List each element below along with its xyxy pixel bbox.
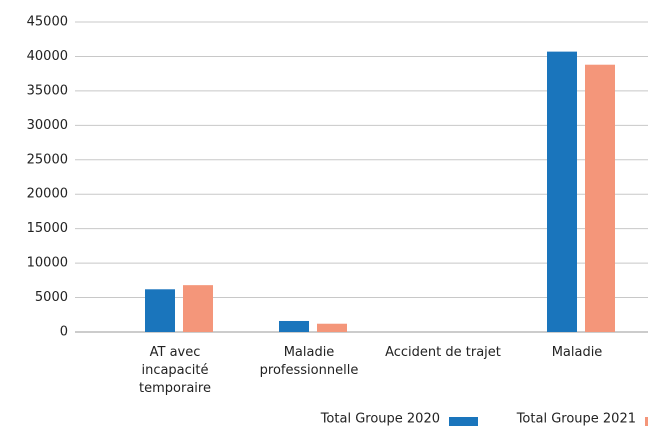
y-tick-label: 10000 bbox=[27, 256, 68, 271]
legend-swatch bbox=[449, 417, 478, 426]
bar bbox=[145, 289, 175, 332]
bar bbox=[547, 51, 577, 332]
y-tick-label: 0 bbox=[60, 325, 68, 340]
bar bbox=[585, 64, 615, 332]
bar bbox=[183, 285, 213, 332]
y-tick-label: 45000 bbox=[27, 15, 68, 30]
legend-label: Total Groupe 2021 bbox=[516, 412, 636, 427]
x-tick-label: Maladie professionnelle bbox=[259, 345, 359, 378]
y-tick-label: 35000 bbox=[27, 83, 68, 98]
legend-swatch bbox=[645, 417, 648, 426]
bar bbox=[279, 320, 309, 332]
y-tick-label: 40000 bbox=[27, 49, 68, 64]
y-tick-label: 15000 bbox=[27, 221, 68, 236]
legend-label: Total Groupe 2020 bbox=[320, 412, 440, 427]
y-tick-label: 30000 bbox=[27, 118, 68, 133]
x-tick-label: Maladie bbox=[551, 345, 603, 360]
bar bbox=[317, 323, 347, 332]
y-tick-label: 25000 bbox=[27, 152, 68, 167]
x-tick-label: AT avec incapacité temporaire bbox=[139, 345, 211, 396]
x-tick-label: Accident de trajet bbox=[385, 345, 501, 360]
y-tick-label: 5000 bbox=[35, 290, 68, 305]
y-tick-label: 20000 bbox=[27, 187, 68, 202]
